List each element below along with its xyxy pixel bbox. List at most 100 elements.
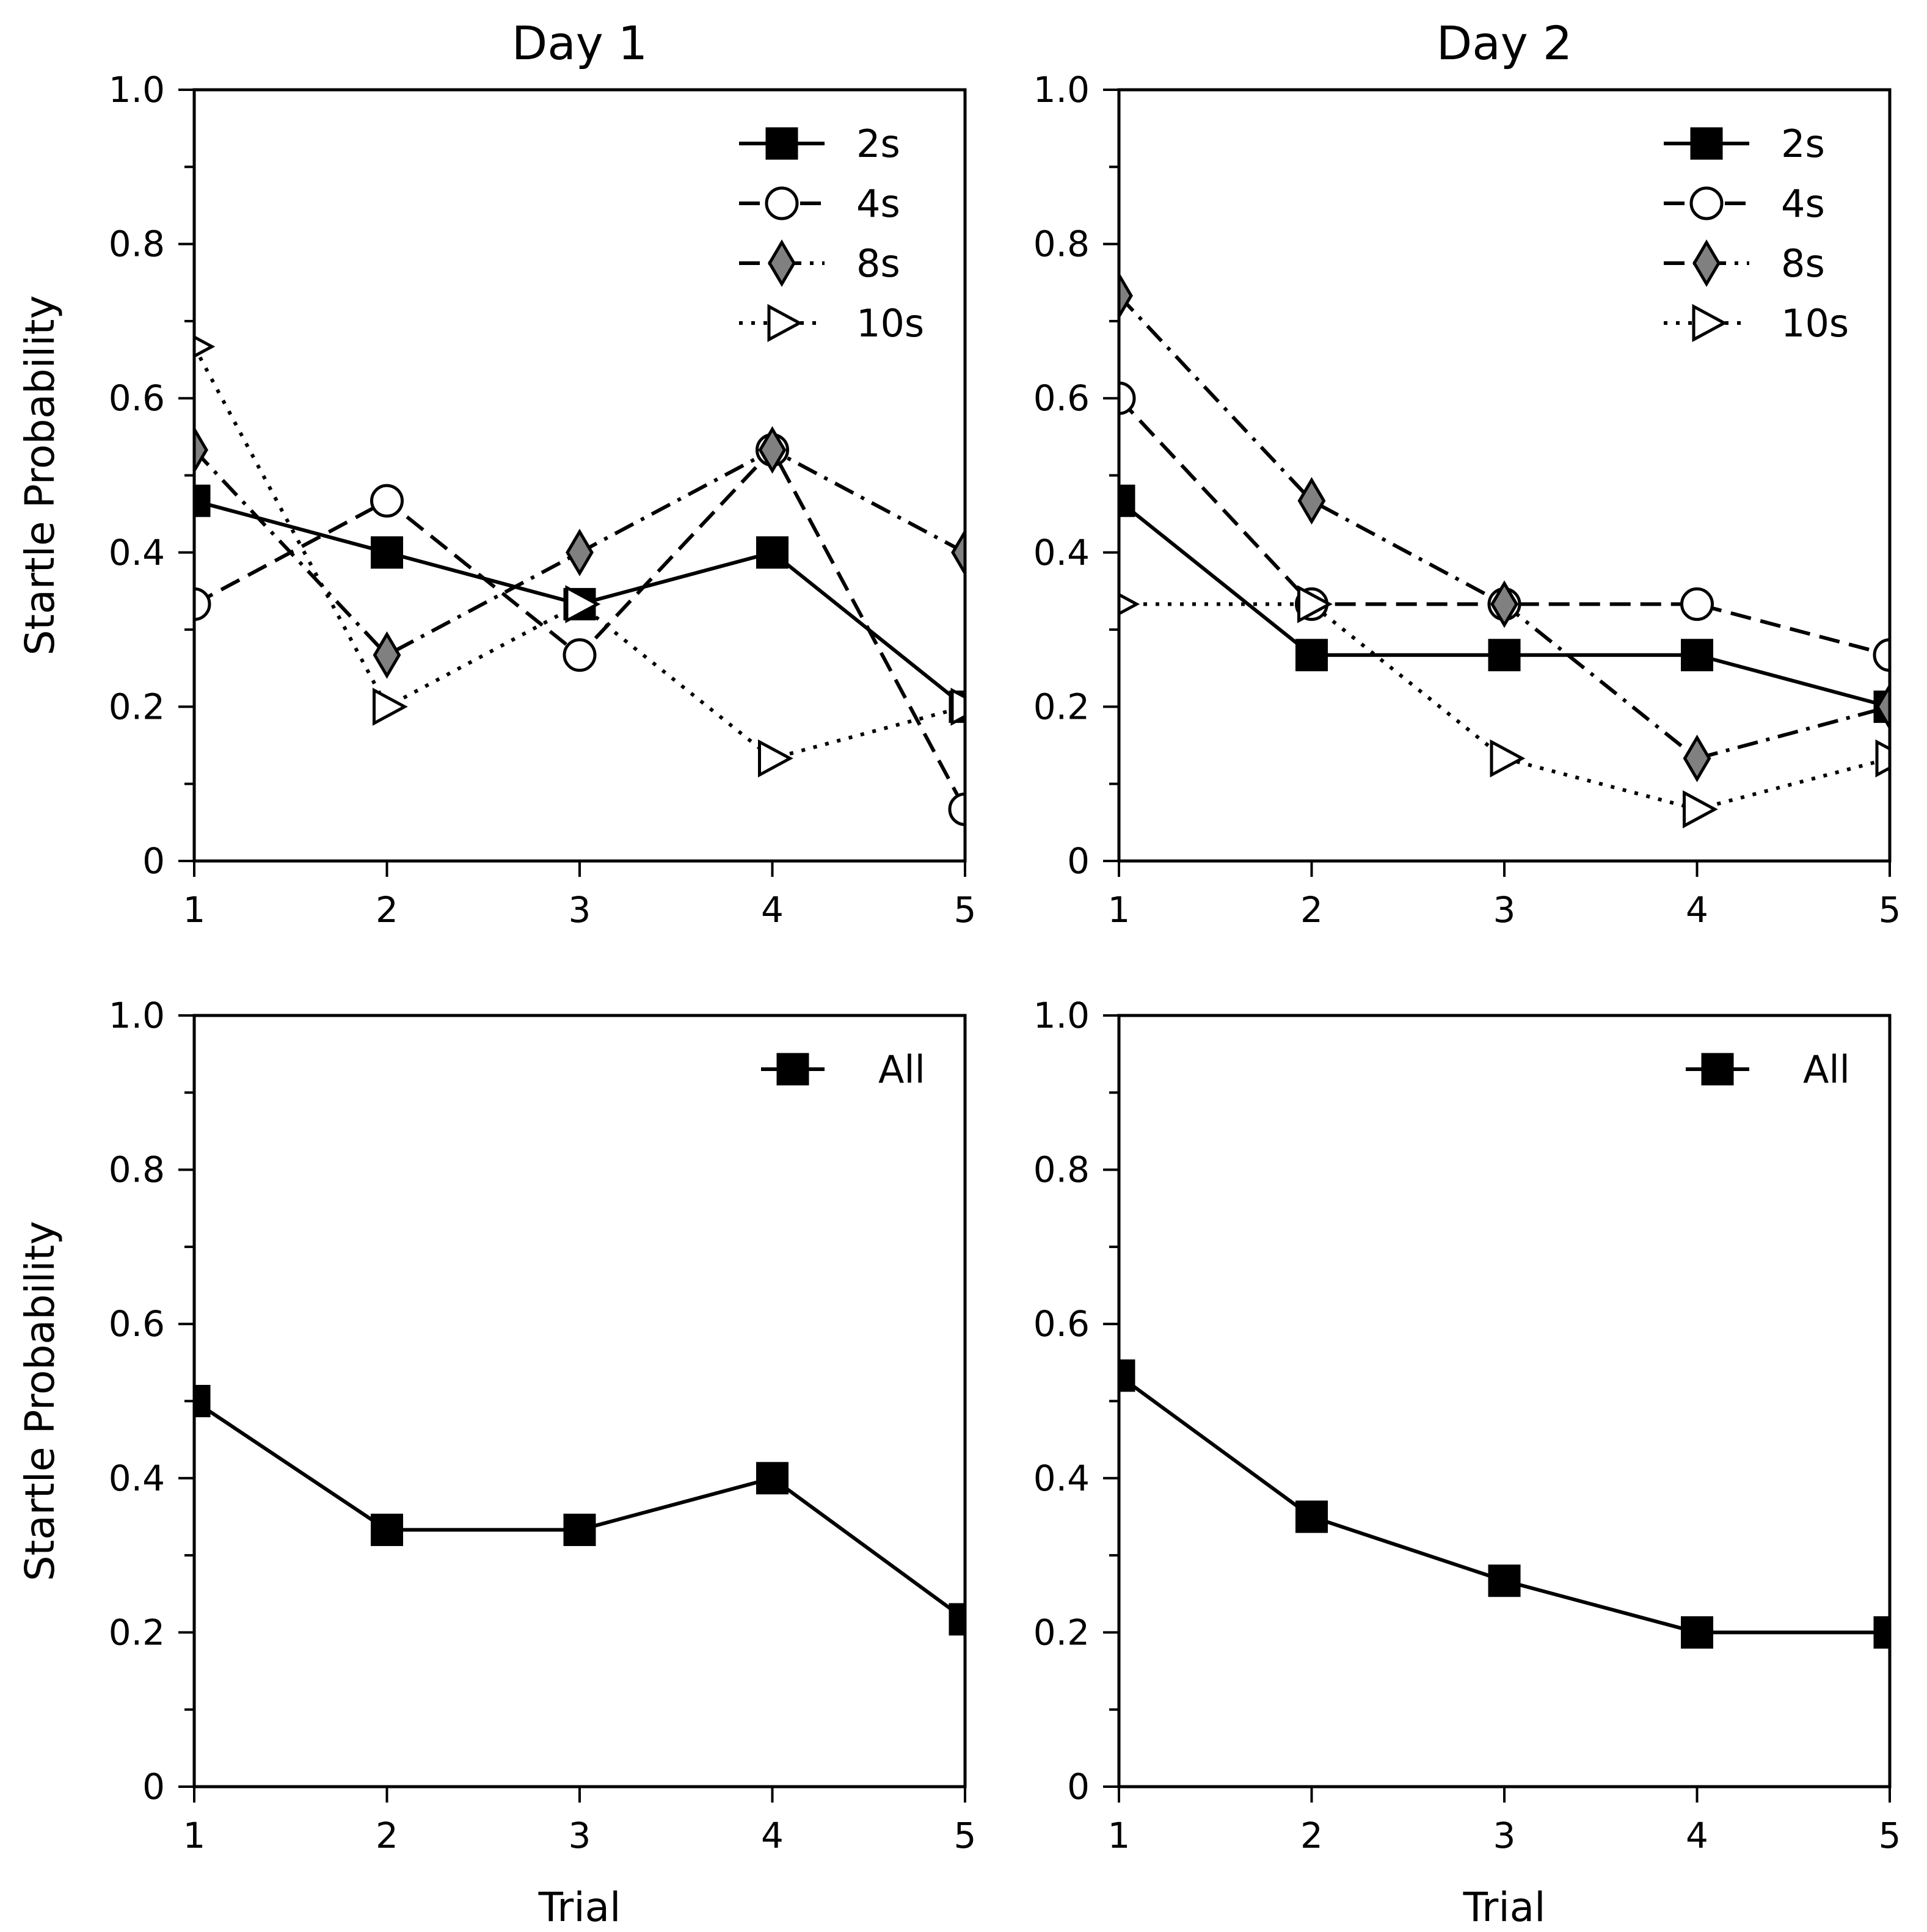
data-point-4s [1873,638,1890,672]
data-point-All [1873,1616,1890,1649]
legend-label-All: All [1803,1047,1850,1092]
data-point-8s [1490,580,1518,628]
y-tick-label: 0.2 [1033,1611,1090,1653]
data-point-8s [758,426,787,474]
y-axis-label: Startle Probability [16,295,64,655]
y-tick-label: 1.0 [109,995,165,1036]
plot-frame [1117,1014,1892,1789]
y-tick-label: 0.8 [1033,223,1090,265]
data-point-10s [758,739,793,778]
data-point-All [563,1513,596,1546]
data-point-4s [948,792,965,826]
data-point-2s [194,484,211,517]
x-tick-label: 5 [1879,889,1901,931]
data-point-2s [1488,639,1521,672]
legend-marker-4s [1689,186,1724,220]
x-tick-label: 5 [954,889,977,931]
y-tick-label: 0 [142,840,165,882]
x-axis-label: Trial [538,1884,621,1931]
data-point-8s [1683,735,1711,782]
data-point-8s [1876,683,1890,731]
legend: All [1686,1047,1850,1092]
y-tick-label: 0.6 [1033,1303,1090,1345]
data-point-4s [194,587,211,621]
data-point-4s [1680,587,1714,621]
y-tick-label: 0.6 [109,377,165,419]
y-tick-label: 0 [142,1766,165,1807]
y-tick-label: 0.4 [1033,1458,1090,1499]
data-point-4s [563,638,597,672]
y-tick-label: 1.0 [1033,995,1090,1036]
y-tick-label: 0 [1067,840,1090,882]
x-tick-label: 3 [569,1815,591,1856]
x-tick-label: 2 [1300,1815,1323,1856]
legend: 2s 4s 8s 10s [1664,122,1849,346]
data-point-All [756,1462,789,1495]
chart-panel-4: 0 0.2 0.4 0.6 0.8 1.0 1 2 3 4 5 Trial All [1033,995,1901,1931]
legend-label-2s: 2s [1781,122,1825,166]
x-tick-label: 1 [1108,889,1131,931]
x-tick-label: 1 [183,1815,206,1856]
data-point-10s [565,585,601,623]
legend-label-All: All [878,1047,925,1092]
x-tick-label: 5 [1879,1815,1901,1856]
data-point-10s [1490,739,1526,778]
y-tick-label: 0.2 [109,686,165,727]
x-axis-label: Trial [1463,1884,1546,1931]
series-line-10s [192,346,966,761]
data-point-8s [373,631,401,679]
data-point-All [1119,1359,1135,1392]
data-point-8s [951,528,965,576]
data-point-All [1488,1564,1521,1597]
series-line-8s [1117,294,1890,761]
data-point-10s [1119,592,1140,616]
data-point-2s [1295,639,1328,672]
legend-marker-10s [1692,303,1728,343]
x-tick-label: 3 [1493,1815,1516,1856]
data-point-All [1681,1616,1713,1649]
data-point-10s [950,688,965,726]
x-tick-label: 1 [1108,1815,1131,1856]
series-line-All [193,1400,966,1621]
legend: All [761,1047,925,1092]
x-tick-label: 4 [761,889,784,931]
chart-panel-2: 0 0.2 0.4 0.6 0.8 1.0 1 2 3 4 5 Day 2 2s 4s 8s 10s [1033,16,1901,931]
data-point-4s [1119,381,1136,415]
legend-marker-2s [765,127,798,160]
data-point-8s [566,528,594,576]
plot-frame [1117,88,1892,863]
data-point-10s [373,688,408,726]
chart-panel-3: 0 0.2 0.4 0.6 0.8 1.0 1 2 3 4 5 Startle Probability… [16,995,977,1931]
legend-label-8s: 8s [856,241,900,286]
panel-title: Day 2 [1437,16,1573,70]
data-point-10s [194,335,216,358]
legend-label-4s: 4s [856,181,900,226]
markers [194,1385,965,1636]
y-tick-label: 1.0 [1033,69,1090,111]
plot-frame [192,88,967,863]
x-tick-label: 5 [954,1815,977,1856]
legend-marker-All [1701,1053,1734,1086]
data-point-2s [371,536,403,569]
x-tick-label: 4 [1686,889,1708,931]
data-point-All [1295,1500,1328,1533]
y-tick-label: 0.8 [109,1149,165,1191]
y-tick-label: 0.8 [1033,1149,1090,1191]
data-point-All [949,1603,965,1636]
x-tick-label: 1 [183,889,206,931]
series-line-10s [1119,602,1890,812]
markers [1119,272,1890,829]
y-tick-label: 0.4 [109,1458,165,1499]
y-axis-label: Startle Probability [16,1221,64,1581]
y-tick-label: 0.2 [109,1611,165,1653]
legend-marker-10s [767,303,803,343]
legend: 2s 4s 8s 10s [739,122,924,346]
markers [1119,1359,1890,1649]
plot-frame [192,1014,967,1789]
data-point-2s [1119,484,1135,517]
legend-marker-All [776,1053,809,1086]
data-point-All [371,1513,403,1546]
y-tick-label: 0.4 [1033,532,1090,573]
x-tick-label: 4 [1686,1815,1708,1856]
